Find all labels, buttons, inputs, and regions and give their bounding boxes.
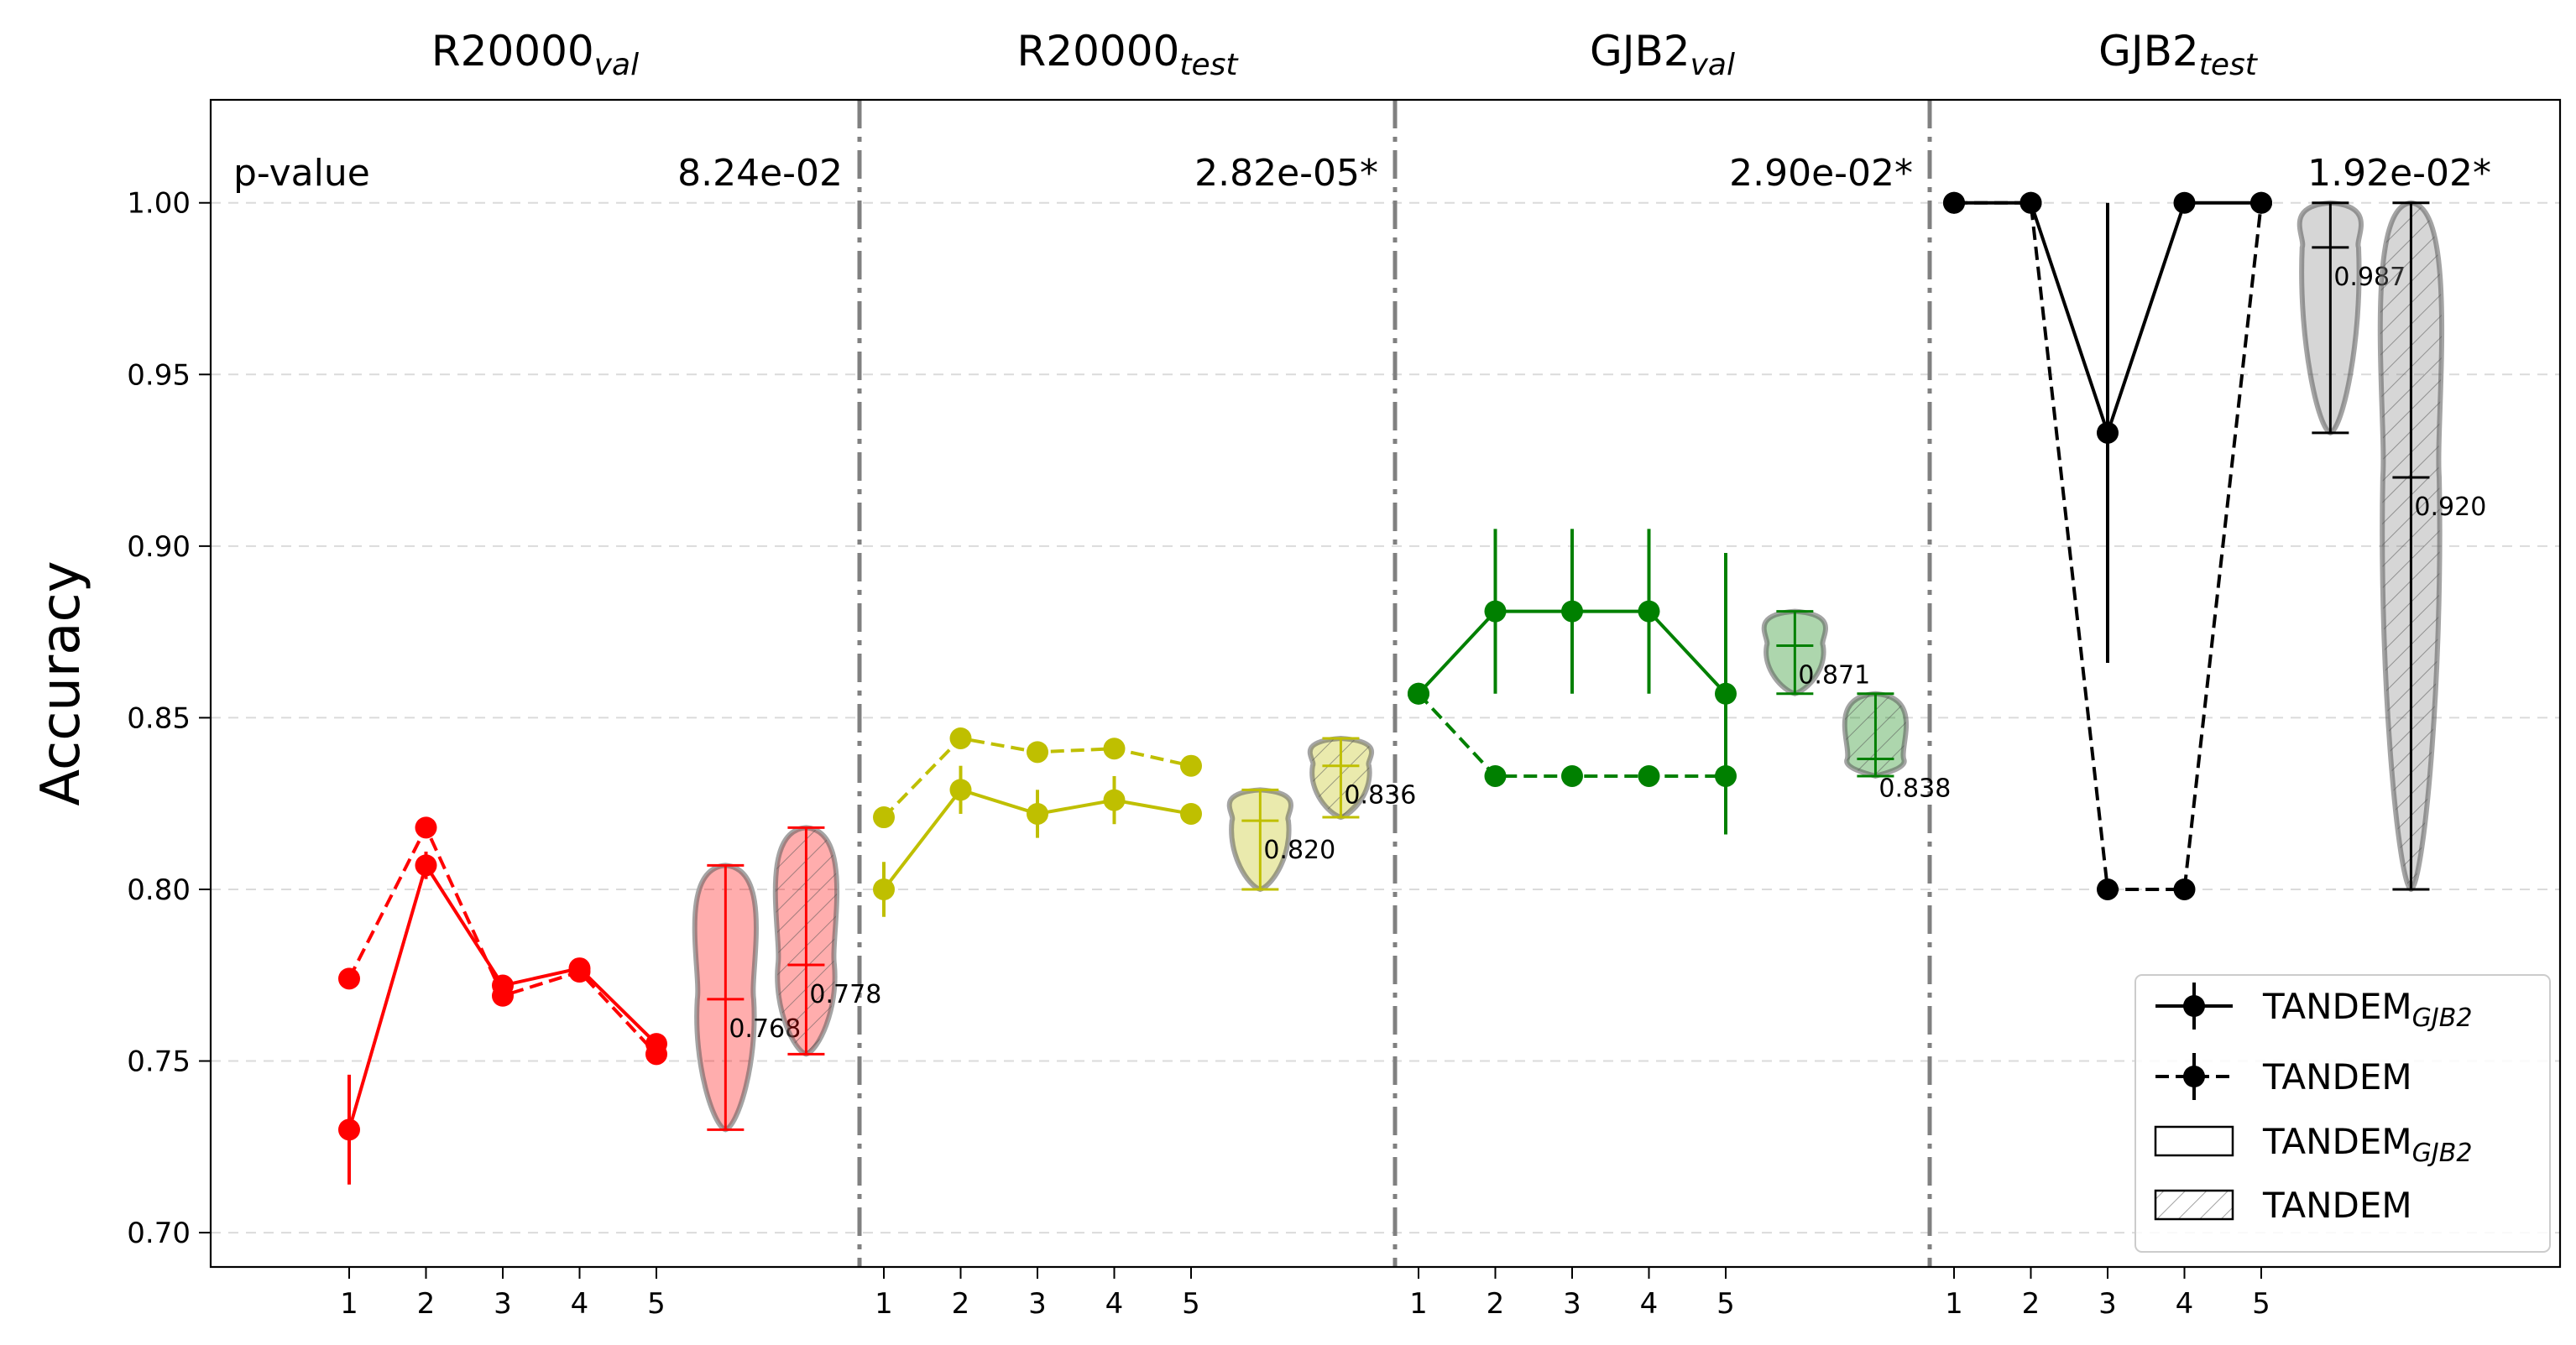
tandem-point (1638, 764, 1660, 787)
tandem-gjb2-point (1408, 682, 1429, 705)
y-tick-label: 0.75 (127, 1045, 191, 1079)
x-tick-label: 3 (494, 1287, 512, 1321)
y-tick-label: 0.80 (127, 873, 191, 907)
x-tick-label: 3 (1028, 1287, 1047, 1321)
panel-title-subscript: val (594, 48, 639, 82)
panel-title: GJB2test (2098, 27, 2259, 82)
violin-mean-label: 0.871 (1798, 660, 1870, 690)
tandem-point (415, 816, 437, 839)
x-tick-label: 1 (1945, 1287, 1963, 1321)
x-tick-label: 1 (1409, 1287, 1428, 1321)
x-tick-label: 1 (875, 1287, 893, 1321)
tandem-point (1180, 754, 1202, 777)
legend-entry-2-label: TANDEM (2262, 1056, 2412, 1097)
x-tick-label: 4 (1105, 1287, 1124, 1321)
pvalue-text: 8.24e-02 (677, 152, 843, 195)
x-tick-label: 5 (2252, 1287, 2270, 1321)
tandem-gjb2-point (1561, 600, 1583, 623)
tandem-gjb2-point (1638, 600, 1660, 623)
legend-box (2134, 974, 2551, 1253)
x-tick-label: 4 (2176, 1287, 2194, 1321)
legend-entry-1-marker (2183, 995, 2205, 1017)
tandem-point (2097, 878, 2119, 900)
legend-entry-1-label-subscript: GJB2 (2412, 1004, 2473, 1033)
tandem-gjb2-point (1484, 600, 1507, 623)
tandem-gjb2-point (2250, 191, 2272, 214)
x-tick-label: 2 (2022, 1287, 2040, 1321)
tandem-gjb2-point (873, 878, 895, 900)
tandem-gjb2-point (415, 854, 437, 877)
pvalue-text: 2.82e-05* (1194, 152, 1378, 195)
tandem-gjb2-point (1103, 789, 1126, 811)
tandem-point (873, 806, 895, 829)
violin-mean-label: 0.838 (1878, 774, 1951, 804)
tandem-gjb2-point (1715, 682, 1737, 705)
tandem-gjb2-point (568, 957, 591, 980)
legend-entry-3-swatch (2154, 1125, 2234, 1157)
tandem-point (1027, 741, 1048, 764)
tandem-gjb2-point (645, 1033, 667, 1056)
pvalue-text: 2.90e-02* (1729, 152, 1913, 195)
legend-entry-4-label: TANDEM (2262, 1185, 2412, 1226)
y-tick-label: 0.95 (127, 358, 191, 392)
y-tick-label: 1.00 (127, 187, 191, 221)
pvalue-text: 1.92e-02* (2307, 152, 2491, 195)
y-tick-label: 0.85 (127, 701, 191, 735)
plot-frame (209, 98, 2562, 1269)
panel-title-subscript: test (1179, 48, 1239, 82)
x-tick-label: 2 (1487, 1287, 1505, 1321)
tandem-point (2173, 878, 2196, 900)
tandem-point (338, 967, 360, 990)
tandem-point (1484, 764, 1507, 787)
tandem-gjb2-point (1943, 191, 1965, 214)
tandem-gjb2-point (2097, 421, 2119, 444)
x-tick-label: 4 (571, 1287, 589, 1321)
legend-entry-4-swatch (2154, 1189, 2234, 1221)
x-tick-label: 1 (340, 1287, 358, 1321)
legend-entry-2-marker (2183, 1066, 2205, 1087)
panel-separators (857, 100, 1932, 1267)
tandem-point (1561, 764, 1583, 787)
axes: 0.70 0.75 0.80 0.85 0.90 0.95 1.00 (127, 98, 2562, 1269)
x-tick-label: 5 (647, 1287, 666, 1321)
violin-mean-label: 0.920 (2414, 493, 2486, 522)
legend-entry-3-label-subscript: GJB2 (2412, 1139, 2473, 1168)
tandem-gjb2-point (1027, 802, 1048, 825)
y-axis-label: Accuracy (30, 560, 92, 805)
panel-title-subscript: test (2199, 48, 2259, 82)
tandem-point (1103, 738, 1126, 760)
tandem-gjb2-point (2020, 191, 2042, 214)
x-tick-label: 3 (1563, 1287, 1581, 1321)
y-tick-label: 0.90 (127, 530, 191, 564)
tandem-point (949, 727, 972, 749)
tandem-gjb2-point (492, 974, 514, 997)
violin-mean-label: 0.836 (1344, 781, 1416, 811)
tandem-gjb2-point (949, 779, 972, 801)
panel-title-subscript: val (1690, 48, 1735, 82)
x-tick-label: 5 (1716, 1287, 1735, 1321)
violin-mean-label: 0.778 (809, 980, 881, 1009)
violin-mean-label: 0.820 (1263, 836, 1335, 865)
x-tick-label: 4 (1640, 1287, 1659, 1321)
tandem-gjb2-point (1180, 802, 1202, 825)
x-tick-label: 2 (417, 1287, 436, 1321)
x-tick-label: 2 (952, 1287, 970, 1321)
tandem-gjb2-point (2173, 191, 2196, 214)
tandem-gjb2-point (338, 1118, 360, 1141)
x-tick-label: 5 (1182, 1287, 1200, 1321)
pvalue-label: p-value (233, 152, 370, 195)
y-tick-label: 0.70 (127, 1217, 191, 1250)
x-tick-label: 3 (2098, 1287, 2117, 1321)
